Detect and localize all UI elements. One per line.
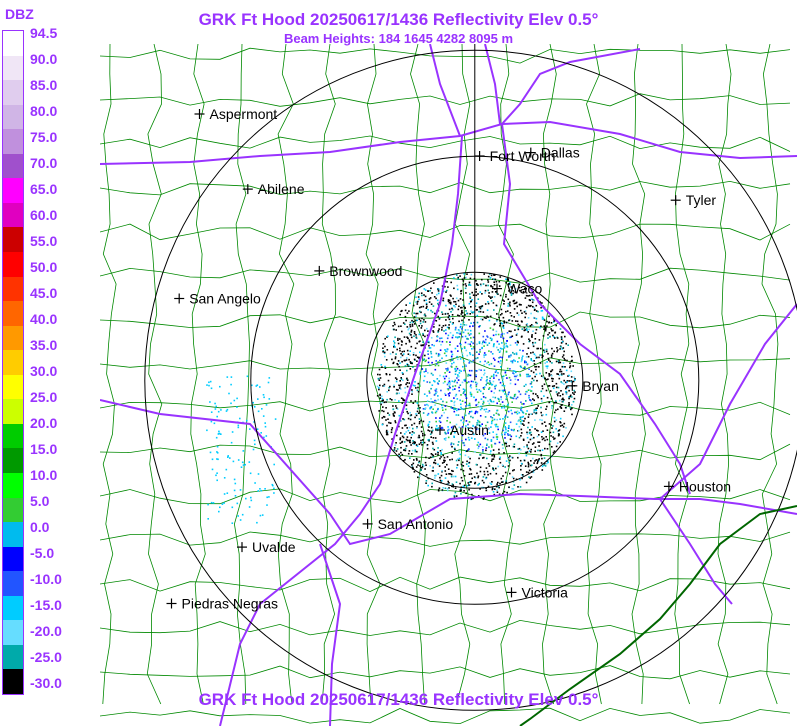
legend-color-swatch — [3, 55, 23, 81]
legend-color-swatch — [3, 252, 23, 278]
reflectivity-echoes — [206, 273, 576, 524]
legend-tick-label: -10.0 — [30, 571, 62, 587]
city-label: Victoria — [522, 584, 569, 600]
legend-tick-label: 45.0 — [30, 285, 58, 301]
county-boundaries — [100, 44, 791, 725]
city-san-antonio: San Antonio — [362, 516, 454, 532]
legend-tick-label: -15.0 — [30, 597, 62, 613]
dbz-legend: DBZ 94.5 90.0 85.0 80.0 75.0 70.0 65.0 60.0 55.0… — [0, 0, 100, 726]
city-label: Fort Worth — [490, 148, 556, 164]
legend-color-swatch — [3, 31, 23, 57]
legend-tick-label: 0.0 — [30, 519, 50, 535]
legend-color-swatch — [3, 522, 23, 548]
city-label: Piedras Negras — [182, 596, 279, 612]
city-label: Bryan — [582, 378, 619, 394]
legend-tick-label: 90.0 — [30, 51, 58, 67]
legend-tick-label: 15.0 — [30, 441, 58, 457]
city-houston: Houston — [663, 478, 731, 494]
legend-color-swatch — [3, 644, 23, 670]
city-aspermont: Aspermont — [194, 106, 278, 122]
legend-color-swatch — [3, 620, 23, 646]
legend-color-swatch — [3, 202, 23, 228]
map-footer: GRK Ft Hood 20250617/1436 Reflectivity E… — [198, 690, 599, 709]
legend-unit: DBZ — [5, 6, 34, 22]
city-label: Uvalde — [252, 539, 296, 555]
city-tyler: Tyler — [670, 192, 717, 208]
legend-tick-label: -20.0 — [30, 623, 62, 639]
legend-tick-label: -5.0 — [30, 545, 55, 561]
city-abilene: Abilene — [242, 181, 305, 197]
legend-color-swatch — [3, 595, 23, 621]
legend-color-swatch — [3, 669, 23, 695]
legend-tick-label: 65.0 — [30, 181, 58, 197]
legend-tick-label: 50.0 — [30, 259, 58, 275]
color-scale-bar — [2, 30, 24, 695]
legend-color-swatch — [3, 546, 23, 572]
city-label: Waco — [507, 281, 542, 297]
legend-color-swatch — [3, 399, 23, 425]
highways — [100, 44, 797, 726]
legend-tick-label: 35.0 — [30, 337, 58, 353]
legend-color-swatch — [3, 153, 23, 179]
legend-color-swatch — [3, 276, 23, 302]
city-victoria: Victoria — [506, 584, 569, 600]
legend-color-swatch — [3, 227, 23, 253]
city-san-angelo: San Angelo — [174, 291, 261, 307]
map-title: GRK Ft Hood 20250617/1436 Reflectivity E… — [198, 10, 599, 29]
legend-color-swatch — [3, 350, 23, 376]
beam-heights: Beam Heights: 184 1645 4282 8095 m — [283, 31, 514, 46]
legend-color-swatch — [3, 325, 23, 351]
legend-color-swatch — [3, 448, 23, 474]
legend-tick-label: 85.0 — [30, 77, 58, 93]
legend-tick-label: 70.0 — [30, 155, 58, 171]
city-uvalde: Uvalde — [237, 539, 296, 555]
legend-color-swatch — [3, 301, 23, 327]
legend-tick-label: 30.0 — [30, 363, 58, 379]
legend-tick-label: 40.0 — [30, 311, 58, 327]
city-label: Dallas — [541, 145, 580, 161]
city-label: Austin — [450, 422, 489, 438]
city-dallas: Dallas — [525, 145, 580, 161]
legend-tick-label: 25.0 — [30, 389, 58, 405]
legend-tick-label: 80.0 — [30, 103, 58, 119]
legend-tick-label: 60.0 — [30, 207, 58, 223]
legend-color-swatch — [3, 497, 23, 523]
legend-tick-label: -30.0 — [30, 675, 62, 691]
city-label: Tyler — [686, 192, 717, 208]
city-label: Aspermont — [210, 106, 278, 122]
city-label: San Antonio — [378, 516, 454, 532]
legend-tick-label: 55.0 — [30, 233, 58, 249]
city-brownwood: Brownwood — [314, 263, 402, 279]
legend-tick-label: 10.0 — [30, 467, 58, 483]
coastline — [519, 505, 797, 726]
city-austin: Austin — [435, 422, 489, 438]
legend-color-swatch — [3, 571, 23, 597]
city-label: Brownwood — [329, 263, 402, 279]
legend-tick-label: -25.0 — [30, 649, 62, 665]
city-label: Abilene — [258, 181, 305, 197]
city-label: Houston — [679, 478, 731, 494]
city-fort-worth: Fort Worth — [474, 148, 556, 164]
legend-tick-label: 20.0 — [30, 415, 58, 431]
legend-tick-label: 75.0 — [30, 129, 58, 145]
legend-color-swatch — [3, 178, 23, 204]
legend-color-swatch — [3, 129, 23, 155]
legend-color-swatch — [3, 104, 23, 130]
legend-color-swatch — [3, 473, 23, 499]
legend-tick-label: 94.5 — [30, 25, 58, 41]
legend-color-swatch — [3, 80, 23, 106]
legend-tick-label: 5.0 — [30, 493, 50, 509]
city-piedras-negras: Piedras Negras — [166, 596, 279, 612]
city-label: San Angelo — [189, 291, 261, 307]
legend-color-swatch — [3, 423, 23, 449]
city-waco: Waco — [492, 281, 542, 297]
city-bryan: Bryan — [567, 378, 619, 394]
legend-color-swatch — [3, 374, 23, 400]
